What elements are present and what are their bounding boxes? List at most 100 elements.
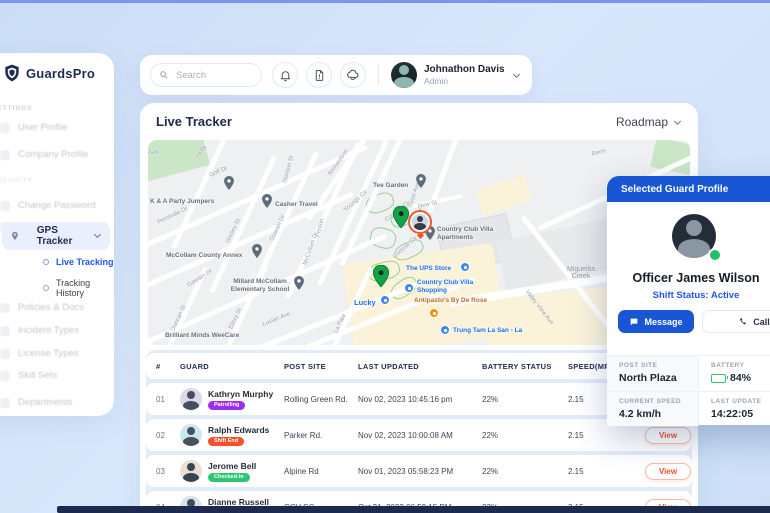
user-role: Admin (424, 76, 449, 86)
table-header-row: # GUARD POST SITE LAST UPDATED BATTERY S… (146, 353, 692, 379)
stat-last-update: LAST UPDATE 14:22:05 (698, 391, 770, 426)
policies-icon (0, 302, 10, 313)
section-settings: SETTINGS (0, 105, 33, 112)
sidebar-item-change-password[interactable]: Change Password (0, 200, 96, 211)
divider (378, 65, 379, 85)
user-profile-icon (0, 122, 10, 133)
table-row[interactable]: 03 Jerome Bell Checked-In Alpine Rd Nov 0… (146, 455, 692, 487)
departments-icon (0, 397, 10, 408)
page-title: Live Tracker (156, 114, 232, 129)
search-input[interactable] (150, 63, 262, 87)
map-commercial-area (475, 173, 533, 217)
status-badge: Shift End (208, 436, 245, 446)
stat-current-speed: CURRENT SPEED 4.2 km/h (607, 391, 698, 426)
map-creek-label: Miguelita Creek (566, 266, 595, 280)
map-poi-label: K & A Party Jumpers (150, 198, 215, 205)
support-button[interactable] (340, 62, 366, 88)
map-poi-label: Tee Garden (373, 182, 409, 189)
map-poi-label: Antipasto's By De Rose (414, 297, 488, 304)
avatar (180, 460, 202, 482)
sidebar-item-tracking-history[interactable]: Tracking History (43, 278, 114, 298)
sidebar-item-departments[interactable]: Departments (0, 397, 72, 408)
poi-shop-icon (404, 283, 414, 293)
app-name: GuardsPro (26, 65, 95, 81)
online-status-dot (708, 248, 722, 262)
battery-icon (711, 373, 728, 383)
avatar (180, 388, 202, 410)
live-tracker-panel: Live Tracker Roadmap (140, 103, 698, 513)
selected-guard-marker[interactable] (408, 210, 432, 234)
sidebar-item-skill-sets[interactable]: Skill Sets (0, 370, 57, 381)
incident-icon (0, 325, 10, 336)
poi-pin-icon (262, 194, 272, 208)
map-street-label: on-Park (148, 150, 160, 156)
view-button[interactable]: View (645, 462, 691, 480)
sidebar-item-policies-docs[interactable]: Policies & Docs (0, 302, 84, 313)
cloud-icon (347, 69, 359, 80)
avatar (391, 62, 417, 88)
map-poi-label: The UPS Store (406, 265, 452, 272)
sidebar-item-user-profile[interactable]: User Profile (0, 122, 68, 133)
poi-pin-icon (224, 176, 234, 190)
map-road (209, 155, 277, 294)
poi-restaurant-icon (429, 308, 439, 318)
card-header: Selected Guard Profile (607, 176, 770, 202)
map-poi-label: Casher Travel (275, 201, 318, 208)
guard-photo (412, 214, 428, 230)
poi-shop-icon (440, 325, 450, 335)
bullet-icon (43, 259, 49, 265)
map-poi-label: McCollam County Annex (166, 252, 243, 259)
user-menu[interactable]: Johnathon Davis Admin (391, 62, 520, 88)
reports-button[interactable] (306, 62, 332, 88)
top-header: Johnathon Davis Admin (140, 55, 532, 95)
map-street-label: Lucian Ave (261, 311, 292, 328)
chevron-down-icon (93, 230, 102, 239)
document-icon (315, 69, 323, 81)
chat-icon (631, 318, 638, 325)
logo: GuardsPro (2, 63, 95, 83)
change-password-icon (0, 200, 10, 211)
bottom-accent-bar (57, 506, 770, 513)
poi-shop-icon (460, 262, 470, 272)
map[interactable]: on-Park Holly Golf Dr Stanton St Richard… (148, 140, 690, 345)
search-field[interactable] (174, 68, 248, 82)
shift-status: Shift Status: Active (652, 290, 740, 301)
sidebar-item-gps-tracker[interactable]: GPS Tracker (2, 222, 110, 250)
section-security: SECURITY (0, 177, 33, 184)
stat-battery: BATTERY 84% (698, 356, 770, 391)
chevron-down-icon (673, 117, 682, 125)
license-icon (0, 348, 10, 359)
view-button[interactable]: View (645, 426, 691, 444)
chevron-down-icon (512, 70, 520, 78)
bullet-icon (43, 285, 49, 291)
call-button[interactable]: Call (702, 310, 770, 333)
map-poi-label: Trung Tam La San - La (453, 327, 523, 334)
guard-marker-pin[interactable] (393, 206, 409, 228)
gps-pin-icon (12, 231, 18, 241)
message-button[interactable]: Message (618, 310, 694, 333)
map-poi-label: Country Club Villa Apartments (437, 226, 494, 241)
bell-icon (280, 70, 290, 81)
notifications-button[interactable] (272, 62, 298, 88)
top-accent-line (0, 0, 770, 3)
map-poi-label: Lucky (354, 298, 376, 307)
guard-marker-pin[interactable] (373, 265, 389, 287)
sidebar-item-company-profile[interactable]: Company Profile (0, 149, 88, 160)
map-poi-label: Country Club Villa Shopping (417, 279, 474, 294)
sidebar-item-license-types[interactable]: License Types (0, 348, 79, 359)
company-profile-icon (0, 149, 10, 160)
sidebar-item-incident-types[interactable]: Incident Types (0, 325, 79, 336)
poi-shop-icon (380, 295, 390, 305)
table-row[interactable]: 02 Ralph Edwards Shift End Parker Rd. Nov… (146, 419, 692, 451)
map-poi-label: Millard McCollam Elementary School (230, 278, 290, 293)
map-type-select[interactable]: Roadmap (616, 115, 682, 129)
sidebar: GuardsPro SETTINGS User Profile Company … (0, 53, 114, 416)
skills-icon (0, 370, 10, 381)
guards-table: # GUARD POST SITE LAST UPDATED BATTERY S… (146, 350, 692, 513)
guard-stats: POST SITE North Plaza BATTERY 84% CURREN… (607, 355, 770, 426)
poi-pin-icon (252, 244, 262, 258)
sidebar-item-live-tracking[interactable]: Live Tracking (43, 257, 114, 267)
search-icon (160, 71, 168, 79)
map-poi-label: Brilliant Minds WeeCare (165, 332, 240, 339)
